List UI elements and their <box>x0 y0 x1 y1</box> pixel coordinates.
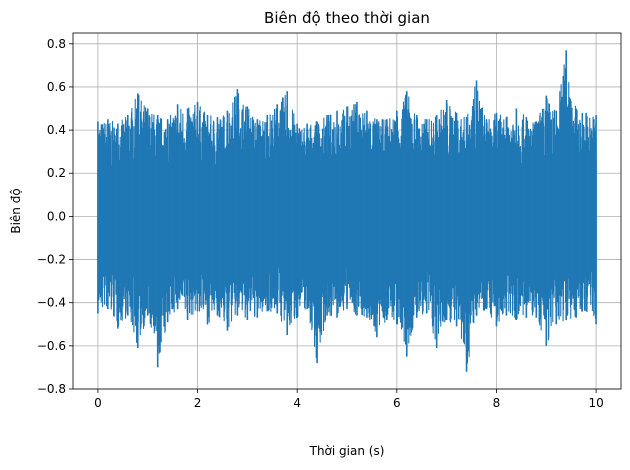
x-tick-label: 4 <box>293 396 301 410</box>
y-axis-label: Biên độ <box>9 188 23 233</box>
y-tick-label: −0.6 <box>37 339 66 353</box>
plot-area <box>97 50 597 372</box>
x-tick-label: 6 <box>393 396 401 410</box>
y-tick-label: −0.2 <box>37 253 66 267</box>
x-tick-label: 0 <box>94 396 102 410</box>
axes-frame <box>72 32 622 390</box>
x-tick-label: 8 <box>493 396 501 410</box>
y-tick-label: 0.0 <box>47 209 66 223</box>
x-tick-label: 10 <box>588 396 603 410</box>
x-axis: 0 2 4 6 8 10 <box>94 389 604 410</box>
y-tick-label: 0.8 <box>47 37 66 51</box>
y-tick-label: 0.2 <box>47 166 66 180</box>
x-axis-label: Thời gian (s) <box>309 444 385 458</box>
y-tick-label: 0.4 <box>47 123 66 137</box>
y-tick-label: −0.4 <box>37 296 66 310</box>
y-tick-label: 0.6 <box>47 80 66 94</box>
chart-title: Biên độ theo thời gian <box>264 9 430 27</box>
y-tick-label: −0.8 <box>37 382 66 396</box>
x-tick-label: 2 <box>194 396 202 410</box>
y-axis: −0.8 −0.6 −0.4 −0.2 0.0 0.2 0.4 0.6 0.8 <box>37 37 73 396</box>
